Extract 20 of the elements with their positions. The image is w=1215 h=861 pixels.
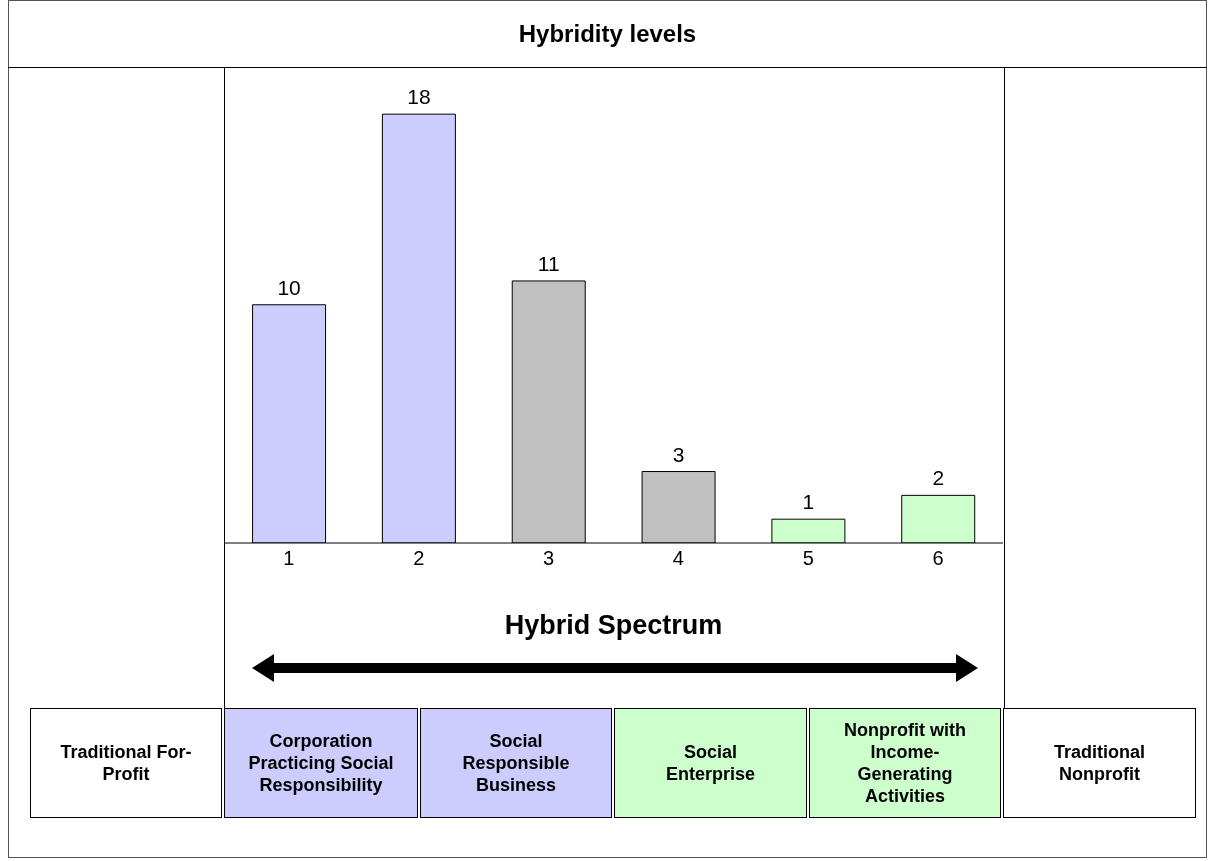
text: Traditional Nonprofit [1053,741,1146,785]
text: Corporation Practicing Social Responsibility [247,730,395,796]
x-tick-label: 1 [283,547,295,570]
data-label: 18 [407,85,431,109]
text: Social Enterprise [664,741,756,785]
text: Social Responsible Business [461,730,571,796]
x-axis-title: Hybrid Spectrum [503,610,724,641]
data-label: 2 [932,466,945,490]
x-tick-label: 4 [672,547,684,570]
chart-title: Hybridity levels [8,0,1207,68]
x-tick-label: 6 [932,547,944,570]
x-tick-label: 3 [543,547,555,570]
text: Nonprofit with Income-Generating Activities [843,719,967,807]
data-label: 1 [802,490,815,514]
data-label: 10 [277,275,301,299]
x-tick-label: 5 [802,547,814,570]
data-label: 11 [537,251,560,275]
x-tick-label: 2 [413,547,425,570]
text: Traditional For-Profit [59,741,193,785]
data-label: 3 [672,442,685,466]
